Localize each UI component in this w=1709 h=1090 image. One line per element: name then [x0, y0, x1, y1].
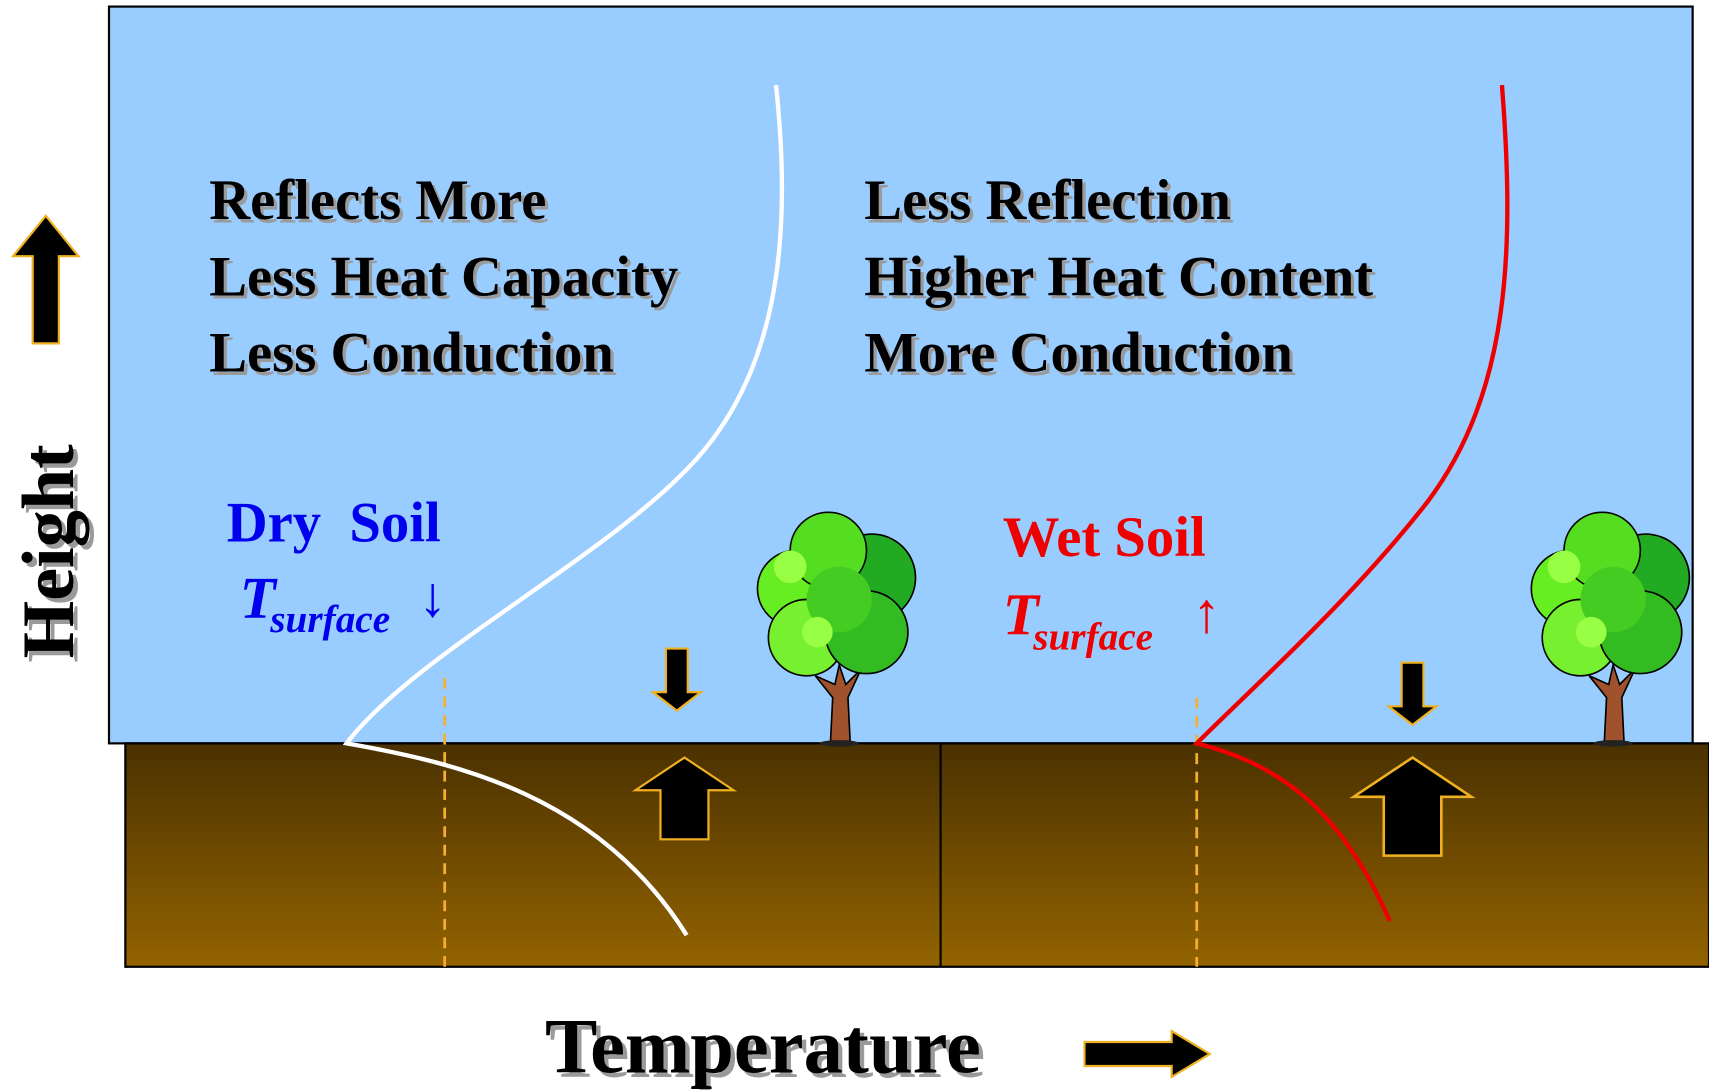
t-subscript: surface [269, 598, 390, 641]
text-shadow: Reflects More [213, 173, 550, 235]
wet-soil-label: Wet Soil [1003, 507, 1206, 569]
text-shadow: Less Heat Capacity [213, 250, 682, 312]
text-line: Reflects More [209, 170, 546, 232]
text-line: More Conduction [864, 323, 1293, 385]
y-axis-label: Height [8, 444, 90, 658]
text-shadow: Higher Heat Content [868, 250, 1377, 312]
trend-arrow: ↓ [419, 567, 447, 629]
x-axis-arrow [1083, 1029, 1212, 1079]
text-line: Higher Heat Content [864, 246, 1373, 308]
left-text: Reflects More Reflects More Less Heat Ca… [209, 170, 681, 388]
t-subscript: surface [1032, 616, 1153, 659]
wet-profile [1192, 84, 1510, 922]
text-shadow: Less Conduction [213, 326, 618, 388]
x-axis-label: Temperature [545, 1003, 981, 1090]
text-line: Less Heat Capacity [209, 246, 678, 308]
y-axis-label-shadow: Height [12, 448, 94, 662]
dry-profile [342, 84, 785, 937]
text-line: Less Reflection [864, 170, 1231, 232]
trend-arrow: ↑ [1192, 583, 1220, 645]
x-axis-label-shadow: Temperature [549, 1007, 985, 1090]
text-shadow: More Conduction [868, 326, 1297, 388]
soil [124, 742, 1709, 968]
dry-soil-label: Dry Soil [227, 493, 441, 555]
text-shadow: Less Reflection [868, 173, 1235, 235]
t-symbol: T [240, 566, 278, 631]
t-symbol: T [1003, 582, 1041, 647]
right-text: Less Reflection Less Reflection Higher H… [864, 170, 1376, 388]
y-axis-arrow [10, 214, 81, 345]
text-line: Less Conduction [209, 323, 614, 385]
